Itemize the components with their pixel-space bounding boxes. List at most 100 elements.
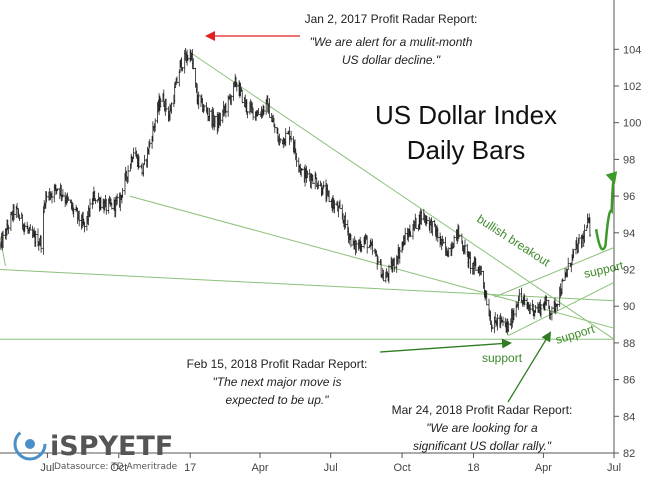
price-bar: [338, 199, 342, 210]
x-tick-label: Oct: [394, 462, 411, 474]
price-bar: [39, 235, 43, 253]
projection: [594, 171, 618, 251]
price-bar: [159, 98, 162, 108]
price-bar: [327, 190, 331, 203]
price-bar: [202, 104, 206, 112]
logo-dot-icon: [25, 439, 35, 449]
x-tick-label: Jul: [40, 462, 54, 474]
price-bar: [515, 301, 518, 318]
jan-report-line3: US dollar decline.": [342, 53, 441, 67]
trendline-3: [0, 269, 615, 302]
price-bar: [523, 294, 526, 305]
x-axis-ticks: Jul Oct 17 Apr Jul Oct 18 Apr Jul: [40, 453, 621, 474]
price-bar: [94, 198, 97, 204]
price-bar: [311, 174, 314, 185]
y-tick-label: 84: [623, 411, 635, 423]
price-bar: [539, 304, 543, 318]
y-tick-label: 88: [623, 338, 635, 350]
price-bar: [34, 230, 37, 247]
price-bar: [474, 258, 477, 271]
mar-report-line1: Mar 24, 2018 Profit Radar Report:: [392, 403, 573, 417]
chart-subtitle: Daily Bars: [407, 135, 525, 165]
price-bar: [288, 126, 291, 146]
price-bar: [273, 123, 276, 134]
x-tick-label: Oct: [110, 462, 127, 474]
price-bar: [567, 257, 570, 270]
price-bar: [192, 58, 195, 70]
mar-report-line3: significant US dollar rally.": [413, 439, 552, 453]
price-bar: [121, 187, 124, 198]
price-bar: [83, 221, 86, 233]
price-bar: [376, 256, 380, 265]
price-bar: [518, 289, 521, 301]
price-bar: [140, 162, 144, 176]
price-bar: [425, 216, 429, 224]
price-bar: [355, 240, 358, 254]
price-bar: [251, 107, 255, 121]
price-bar: [42, 206, 45, 255]
trendline-1: [190, 52, 615, 340]
y-tick-label: 104: [623, 44, 641, 56]
price-bar: [126, 165, 130, 183]
price-bar: [463, 239, 467, 255]
price-bar: [56, 188, 59, 192]
price-bar: [7, 225, 10, 234]
price-bar: [501, 316, 505, 326]
jan-report-line2: "We are alert for a mulit-month: [310, 35, 473, 49]
trendline-7: [0, 236, 6, 266]
price-bar: [333, 200, 336, 214]
price-bar: [431, 221, 434, 236]
price-bar: [371, 239, 374, 255]
price-bar: [143, 155, 146, 166]
y-tick-label: 92: [623, 265, 635, 277]
y-tick-label: 94: [623, 228, 635, 240]
support-label-3: support: [482, 351, 523, 365]
price-bar: [414, 218, 418, 229]
price-bar: [485, 290, 488, 306]
price-bar: [572, 249, 575, 258]
price-bars: [0, 48, 592, 336]
price-bar: [398, 246, 401, 264]
y-tick-label: 96: [623, 191, 635, 203]
ispyetf-logo: iSPYETF Datasource: TD Ameritrade: [13, 427, 178, 472]
price-bar: [208, 108, 211, 122]
y-tick-label: 86: [623, 375, 635, 387]
trendline-6: [508, 281, 615, 337]
price-bar: [545, 295, 548, 306]
price-bar: [175, 76, 179, 84]
price-bar: [257, 108, 260, 115]
price-bar: [148, 139, 151, 148]
x-tick-label: 18: [467, 462, 479, 474]
price-bar: [447, 247, 450, 257]
price-bar: [110, 202, 113, 210]
logo-datasource: Datasource: TD Ameritrade: [54, 462, 178, 472]
price-bar: [409, 231, 412, 237]
feb-report-line1: Feb 15, 2018 Profit Radar Report:: [187, 357, 368, 371]
price-bar: [224, 102, 228, 118]
price-bar: [452, 235, 456, 248]
price-bar: [88, 198, 92, 218]
price-bar: [420, 210, 423, 225]
price-bar: [132, 147, 135, 159]
price-bar: [496, 314, 499, 331]
price-bar: [583, 224, 586, 243]
price-bar: [116, 193, 119, 205]
price-bar: [382, 270, 385, 282]
price-bar: [268, 98, 271, 118]
price-bar: [534, 305, 537, 313]
price-bar: [458, 235, 461, 237]
price-bar: [284, 128, 287, 146]
price-bar: [18, 214, 21, 221]
y-axis-ticks: 82 84 86 88 90 92 94 96 98 100 102 104: [614, 44, 641, 460]
price-bar: [1, 230, 5, 248]
chart-title: US Dollar Index: [375, 100, 557, 130]
price-bar: [142, 163, 145, 177]
price-bar: [507, 321, 510, 332]
x-tick-label: Jul: [607, 462, 621, 474]
mar-report-line2: "We are looking for a: [426, 421, 538, 435]
y-tick-label: 102: [623, 81, 641, 93]
price-bar: [344, 212, 347, 229]
price-bar: [197, 91, 200, 110]
price-bar: [279, 138, 282, 144]
